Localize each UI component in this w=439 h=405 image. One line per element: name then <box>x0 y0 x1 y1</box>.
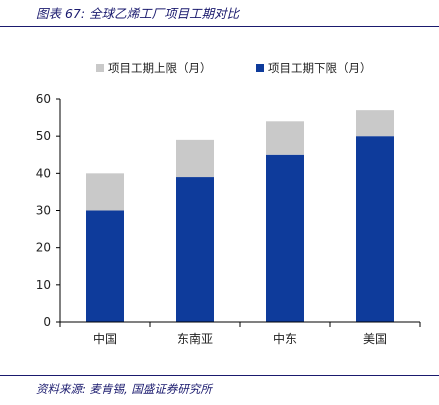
y-tick-label: 20 <box>36 241 51 255</box>
top-divider <box>0 26 439 27</box>
bar-lower-1 <box>176 177 214 322</box>
source-note: 资料来源: 麦肯锡, 国盛证券研究所 <box>36 382 212 396</box>
bar-upper-2 <box>266 121 304 155</box>
bar-upper-1 <box>176 139 214 178</box>
y-tick-label: 40 <box>36 166 51 180</box>
x-tick-label: 东南亚 <box>177 331 213 346</box>
figure-title: 图表 67: 全球乙烯工厂项目工期对比 <box>36 6 240 21</box>
legend-swatch <box>256 64 264 72</box>
bar-group <box>86 110 394 322</box>
y-tick-label: 10 <box>36 278 51 292</box>
bar-upper-3 <box>356 110 394 137</box>
y-tick-label: 60 <box>36 92 51 106</box>
y-tick-label: 50 <box>36 129 51 143</box>
legend-label: 项目工期下限（月） <box>268 61 372 75</box>
x-tick-label: 美国 <box>363 332 387 346</box>
chart-legend: 项目工期上限（月） 项目工期下限（月） <box>96 61 372 75</box>
bottom-divider <box>0 375 439 376</box>
bar-lower-2 <box>266 154 304 322</box>
y-tick-label: 0 <box>43 315 51 329</box>
x-tick-label: 中东 <box>273 331 297 346</box>
legend-swatch <box>96 64 104 72</box>
y-axis: 0 10 20 30 40 50 60 <box>36 92 61 329</box>
bar-lower-0 <box>86 210 124 322</box>
x-tick-label: 中国 <box>93 331 117 346</box>
legend-label: 项目工期上限（月） <box>108 61 212 75</box>
bar-upper-0 <box>86 173 124 211</box>
bar-lower-3 <box>356 136 394 322</box>
x-axis: 中国 东南亚 中东 美国 <box>59 321 421 346</box>
y-tick-label: 30 <box>36 204 51 218</box>
